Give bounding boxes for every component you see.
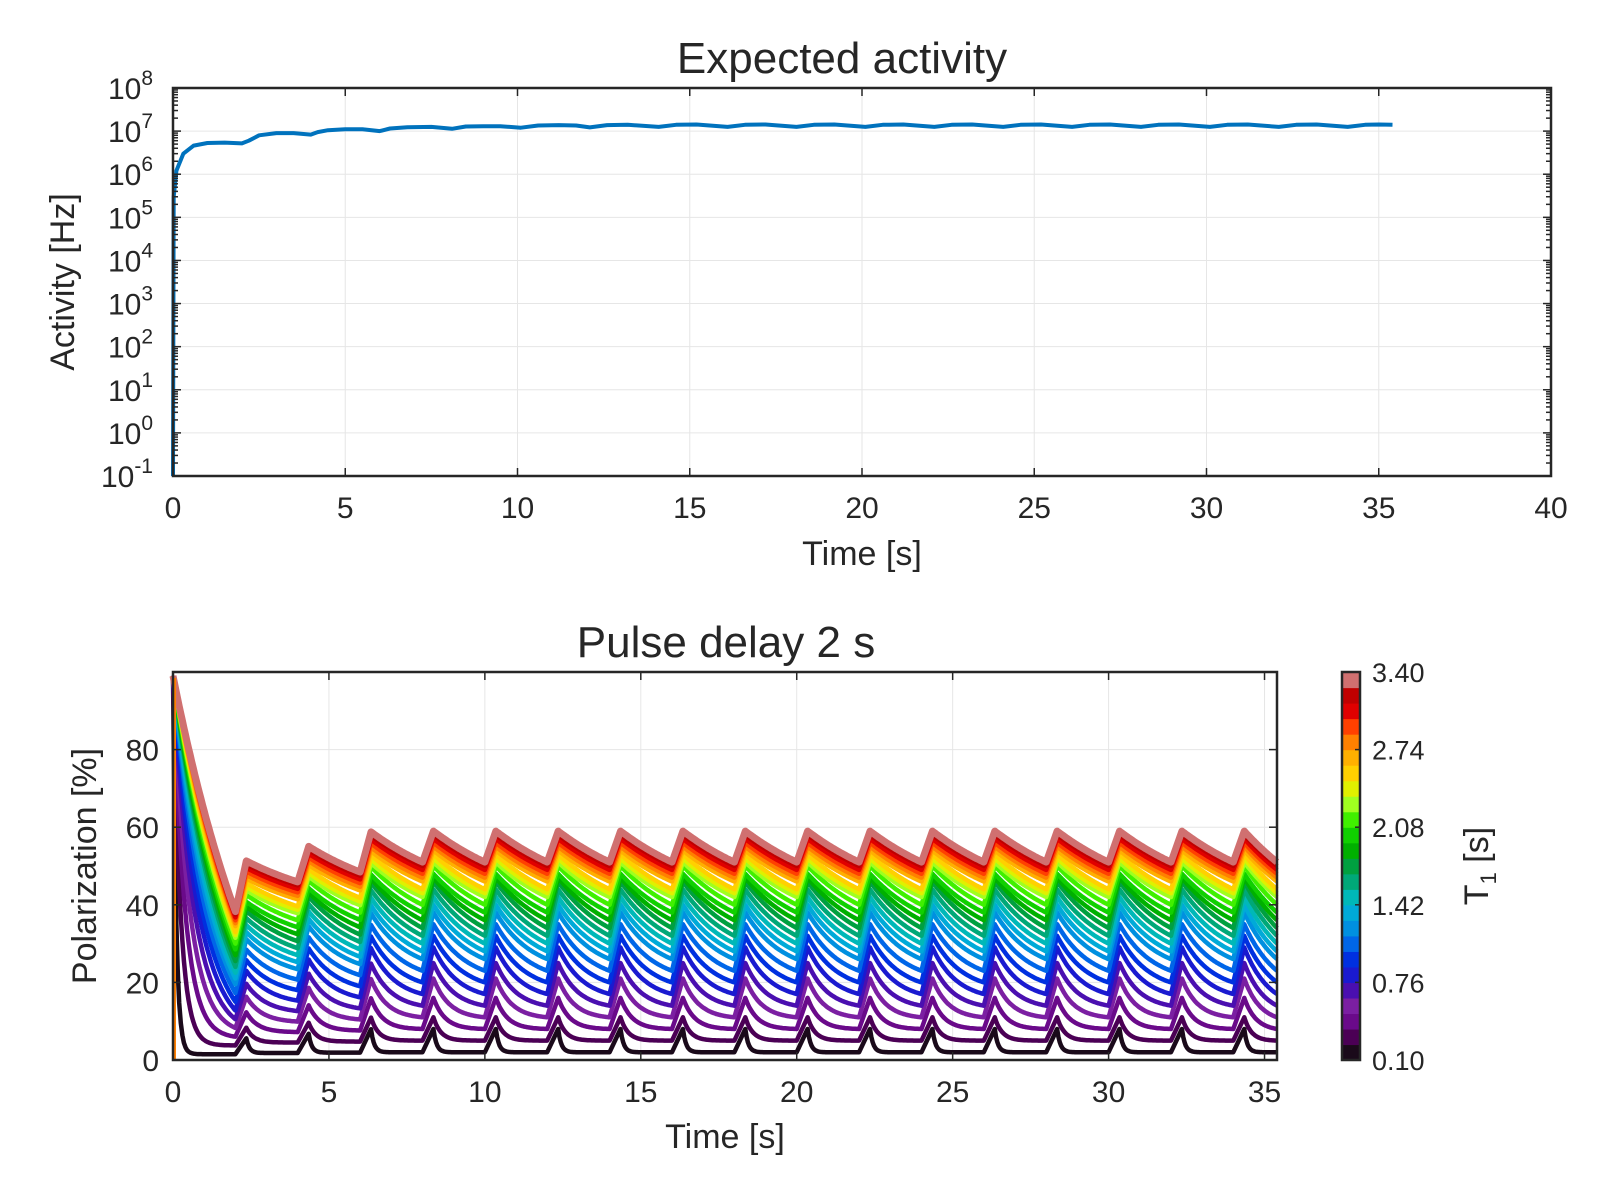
y-tick-label: 107 xyxy=(108,110,153,149)
colorbar-label: T1 [s] xyxy=(1458,827,1501,905)
colorbar-swatch xyxy=(1342,858,1360,875)
x-tick-label: 0 xyxy=(165,492,182,525)
x-tick-label: 25 xyxy=(936,1076,969,1109)
polarization-line xyxy=(170,675,1279,952)
colorbar-tick-label: 3.40 xyxy=(1372,658,1425,688)
activity-series xyxy=(171,122,1393,477)
colorbar-tick-label: 1.42 xyxy=(1372,891,1425,921)
colorbar-swatch xyxy=(1342,997,1360,1015)
colorbar-swatch xyxy=(1342,734,1360,751)
colorbar-swatch xyxy=(1342,703,1360,720)
colorbar-frame xyxy=(1340,670,1362,1062)
polarization-ticks xyxy=(172,672,1277,1061)
colorbar-swatch xyxy=(1342,951,1360,968)
y-tick-label: 104 xyxy=(108,239,153,278)
activity-y-tick-labels: 10-1 100 101 102 103 104 105 106 107 108 xyxy=(101,67,153,494)
y-tick-label: 10-1 xyxy=(101,455,153,494)
colorbar-swatch xyxy=(1342,796,1360,813)
polarization-panel: Pulse delay 2 s 0 5 10 15 20 25 30 35 0 20 40 60 80… xyxy=(66,618,1501,1156)
polarization-x-axis-label: Time [s] xyxy=(665,1118,785,1156)
colorbar-swatch xyxy=(1342,1028,1360,1046)
polarization-line xyxy=(170,675,1279,1039)
y-tick-label: 108 xyxy=(108,67,153,106)
y-tick-label: 101 xyxy=(108,369,153,408)
activity-line xyxy=(171,122,1393,477)
polarization-plot-frame xyxy=(171,670,1279,1062)
x-tick-label: 30 xyxy=(1092,1076,1125,1109)
x-tick-label: 5 xyxy=(321,1076,338,1109)
y-tick-label: 102 xyxy=(108,326,153,365)
activity-x-tick-labels: 0 5 10 15 20 25 30 35 40 xyxy=(165,492,1568,525)
polarization-line xyxy=(170,675,1279,1013)
activity-ticks xyxy=(172,87,1552,477)
colorbar-swatch xyxy=(1342,718,1360,735)
polarization-line xyxy=(170,675,1279,1022)
x-tick-label: 15 xyxy=(624,1076,657,1109)
colorbar-swatch xyxy=(1342,811,1360,828)
polarization-line xyxy=(170,675,1279,996)
x-tick-label: 15 xyxy=(673,492,706,525)
y-tick-label: 106 xyxy=(108,153,153,192)
colorbar-swatch xyxy=(1342,920,1360,937)
colorbar-swatch xyxy=(1342,873,1360,890)
x-tick-label: 10 xyxy=(468,1076,501,1109)
polarization-line xyxy=(170,675,1279,958)
colorbar-tick-labels: 3.40 2.74 2.08 1.42 0.76 0.10 xyxy=(1355,658,1425,1076)
polarization-series xyxy=(169,675,1280,1060)
y-tick-label: 40 xyxy=(126,890,159,923)
colorbar-swatch xyxy=(1342,842,1360,859)
y-tick-label: 60 xyxy=(126,812,159,845)
activity-panel: Expected activity 0 5 10 15 20 25 30 35 40 10-11… xyxy=(44,34,1568,573)
y-tick-label: 100 xyxy=(108,412,153,451)
colorbar-swatch xyxy=(1342,672,1360,689)
polarization-line xyxy=(170,675,1279,1005)
activity-grid xyxy=(173,88,1551,476)
x-tick-label: 25 xyxy=(1018,492,1051,525)
polarization-line xyxy=(170,675,1279,1031)
polarization-y-tick-labels: 0 20 40 60 80 xyxy=(126,735,159,1078)
x-tick-label: 20 xyxy=(780,1076,813,1109)
colorbar-tick-label: 0.10 xyxy=(1372,1046,1425,1076)
colorbar-swatch xyxy=(1342,904,1360,921)
colorbar-swatch xyxy=(1342,935,1360,952)
colorbar-swatch xyxy=(1342,687,1360,704)
colorbar-swatch xyxy=(1342,1044,1360,1061)
colorbar-swatch xyxy=(1342,827,1360,844)
activity-chart-title: Expected activity xyxy=(677,34,1007,83)
colorbar-swatch xyxy=(1342,889,1360,906)
activity-y-axis-label: Activity [Hz] xyxy=(44,193,82,371)
x-tick-label: 40 xyxy=(1534,492,1567,525)
x-tick-label: 5 xyxy=(337,492,354,525)
y-tick-label: 103 xyxy=(108,283,153,322)
x-tick-label: 35 xyxy=(1248,1076,1281,1109)
colorbar-swatch xyxy=(1342,982,1360,999)
x-tick-label: 10 xyxy=(501,492,534,525)
polarization-line xyxy=(170,675,1279,1057)
y-tick-label: 105 xyxy=(108,196,153,235)
x-tick-label: 35 xyxy=(1362,492,1395,525)
colorbar-tick-label: 0.76 xyxy=(1372,968,1425,998)
polarization-chart-title: Pulse delay 2 s xyxy=(577,618,875,667)
colorbar-swatch xyxy=(1342,749,1360,766)
t1-colorbar xyxy=(1342,672,1360,1061)
x-tick-label: 20 xyxy=(845,492,878,525)
polarization-y-axis-label: Polarization [%] xyxy=(66,748,104,984)
polarization-x-tick-labels: 0 5 10 15 20 25 30 35 xyxy=(165,1076,1282,1109)
y-tick-label: 0 xyxy=(142,1045,159,1078)
colorbar-tick-label: 2.74 xyxy=(1372,736,1425,766)
activity-x-axis-label: Time [s] xyxy=(802,535,922,573)
colorbar-swatch xyxy=(1342,780,1360,797)
x-tick-label: 0 xyxy=(165,1076,182,1109)
y-tick-label: 80 xyxy=(126,735,159,768)
colorbar-swatch xyxy=(1342,966,1360,983)
y-tick-label: 20 xyxy=(126,967,159,1000)
polarization-line xyxy=(169,675,1280,916)
colorbar-swatch xyxy=(1342,1013,1360,1030)
colorbar-swatch xyxy=(1342,765,1360,782)
colorbar-tick-label: 2.08 xyxy=(1372,813,1425,843)
polarization-line xyxy=(170,675,1279,1048)
x-tick-label: 30 xyxy=(1190,492,1223,525)
